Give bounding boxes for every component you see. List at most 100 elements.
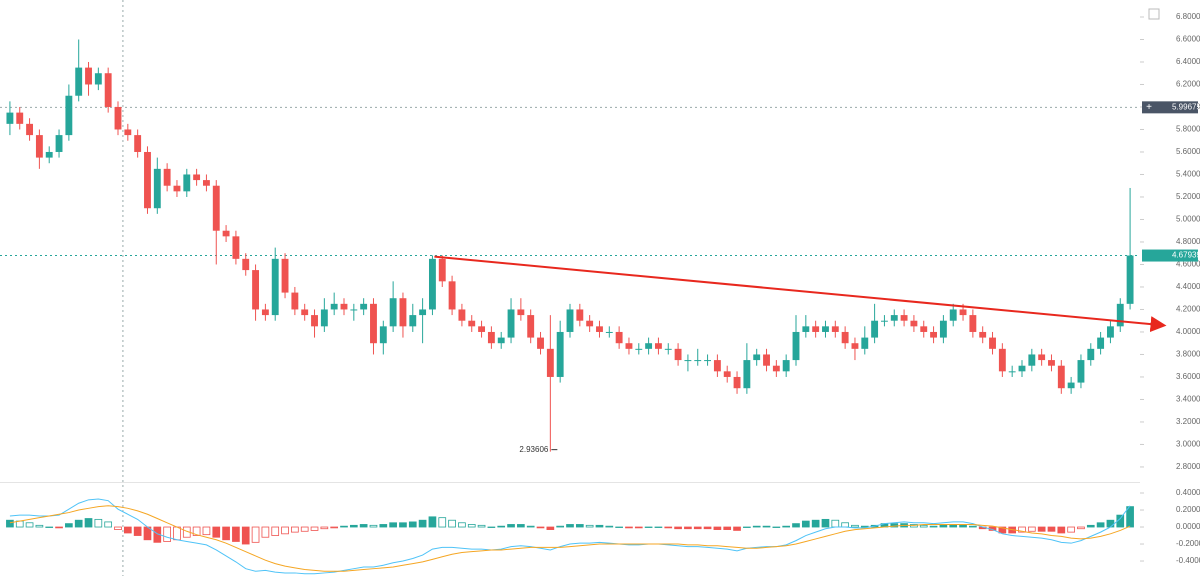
candle-body — [979, 331, 987, 338]
macd-histogram-bar — [703, 526, 712, 530]
candle-body — [605, 331, 613, 333]
candle-body — [654, 343, 662, 349]
last-price-text: 4.67939 — [1172, 251, 1200, 260]
candle-body — [880, 320, 888, 322]
macd-histogram-bar — [723, 526, 732, 530]
candle-body — [1067, 382, 1075, 389]
macd-histogram-bar — [173, 526, 181, 541]
macd-histogram-bar — [477, 524, 486, 528]
y-tick-label: 4.80000 — [1176, 237, 1200, 246]
macd-histogram-bar — [782, 525, 791, 528]
macd-histogram-bar — [1086, 524, 1095, 528]
macd-histogram-bar — [25, 522, 34, 528]
macd-histogram-bar — [1096, 522, 1105, 528]
crosshair-price-text: 5.99675 — [1172, 102, 1200, 111]
macd-histogram-bar — [349, 524, 358, 528]
candle-body — [841, 331, 849, 344]
macd-histogram-bar — [55, 526, 63, 529]
macd-histogram-bar — [625, 526, 633, 529]
candle-body — [340, 303, 348, 310]
candle-body — [546, 348, 554, 377]
macd-histogram-bar — [458, 522, 466, 528]
candle-body — [507, 309, 515, 338]
candle-body — [183, 174, 191, 192]
candle-body — [428, 258, 436, 310]
candle-body — [900, 315, 908, 321]
macd-histogram-bar — [1057, 526, 1066, 534]
y-tick-label: -0.40000 — [1176, 556, 1200, 565]
macd-histogram-bar — [497, 525, 506, 528]
crosshair-plus: + — [1146, 102, 1152, 113]
candle-body — [409, 315, 417, 327]
candle-body — [1077, 360, 1085, 383]
candle-body — [271, 258, 279, 316]
macd-histogram-bar — [163, 526, 171, 542]
macd-histogram-bar — [222, 526, 230, 541]
candle-body — [320, 309, 328, 327]
candle-body — [389, 298, 397, 327]
macd-histogram-bar — [634, 526, 643, 529]
macd-histogram-bar — [860, 525, 869, 528]
macd-histogram-bar — [615, 526, 623, 528]
candle-body — [134, 135, 142, 152]
macd-histogram-bar — [684, 526, 692, 530]
y-tick-label: 6.80000 — [1176, 12, 1200, 21]
candle-body — [743, 360, 751, 389]
candle-body — [458, 309, 466, 321]
candle-body — [674, 348, 682, 361]
candle-body — [478, 326, 486, 332]
candle-body — [537, 337, 544, 349]
candle-body — [370, 303, 377, 344]
macd-histogram-bar — [379, 524, 388, 528]
candle-body — [635, 348, 643, 350]
candle-body — [753, 354, 761, 361]
candle-body — [242, 258, 250, 271]
candle-body — [75, 67, 83, 96]
macd-histogram-bar — [517, 524, 525, 528]
candle-body — [566, 309, 574, 332]
macd-histogram-bar — [762, 525, 771, 528]
macd-histogram-bar — [556, 525, 565, 528]
macd-histogram-bar — [123, 526, 132, 534]
macd-histogram-bar — [340, 525, 348, 528]
macd-histogram-bar — [35, 524, 44, 528]
candle-body — [222, 230, 230, 237]
macd-histogram-bar — [752, 525, 761, 528]
candle-body — [939, 320, 947, 338]
candle-body — [910, 320, 918, 327]
macd-histogram-bar — [969, 525, 977, 528]
candle-body — [301, 309, 309, 316]
expand-icon[interactable] — [1148, 8, 1160, 20]
macd-line — [9, 505, 1131, 572]
y-tick-label: 6.40000 — [1176, 57, 1200, 66]
candle-body — [16, 112, 24, 124]
candle-body — [1106, 326, 1114, 338]
macd-histogram-bar — [133, 526, 142, 536]
macd-histogram-bar — [241, 526, 250, 545]
candle-body — [311, 315, 318, 327]
candle-body — [232, 236, 240, 259]
macd-histogram-bar — [507, 524, 515, 528]
macd-histogram-bar — [399, 522, 407, 528]
y-tick-label: 5.60000 — [1176, 147, 1200, 156]
candle-body — [871, 320, 879, 338]
candle-body — [782, 360, 790, 372]
macd-histogram-bar — [84, 518, 93, 528]
candle-body — [55, 135, 63, 152]
macd-histogram-bar — [1067, 526, 1075, 533]
candle-body — [65, 95, 73, 136]
macd-histogram-bar — [595, 524, 604, 528]
candle-body — [920, 326, 928, 332]
candle-body — [969, 315, 977, 332]
candle-body — [26, 123, 34, 136]
macd-histogram-bar — [1027, 526, 1036, 532]
candle-body — [831, 326, 839, 332]
